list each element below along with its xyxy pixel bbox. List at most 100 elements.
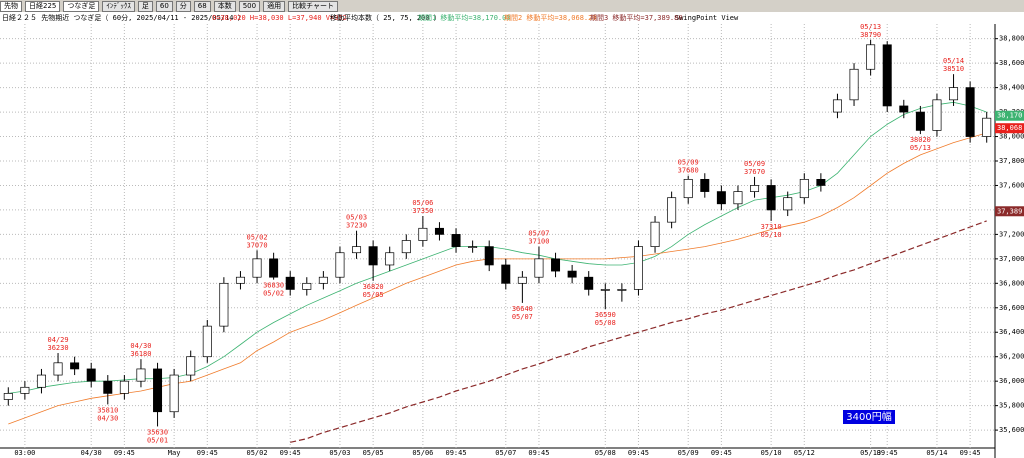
y-tick-label: 37,800 bbox=[999, 157, 1024, 165]
candle-body bbox=[633, 246, 643, 290]
price-tag bbox=[995, 110, 1024, 121]
swing-date: 05/10 bbox=[761, 231, 782, 239]
candle-body bbox=[70, 362, 80, 370]
toolbar-button[interactable]: 60 bbox=[155, 0, 173, 12]
candle-body bbox=[252, 258, 262, 278]
candle-body bbox=[103, 380, 113, 394]
toolbar-button[interactable]: 68 bbox=[193, 0, 211, 12]
candle-body bbox=[335, 252, 345, 278]
candle-body bbox=[600, 289, 610, 291]
toolbar-button[interactable]: 本数 bbox=[213, 0, 236, 12]
swing-date: 05/01 bbox=[147, 436, 168, 444]
x-tick-label: 03:00 bbox=[14, 449, 35, 457]
swing-date: 05/03 bbox=[346, 214, 367, 222]
candle-body bbox=[269, 258, 279, 278]
candle-body bbox=[766, 185, 776, 211]
swing-date: 05/09 bbox=[744, 160, 765, 168]
candle-body bbox=[517, 276, 527, 284]
candle-body bbox=[899, 105, 909, 113]
swing-price: 38790 bbox=[860, 31, 881, 39]
y-tick-label: 37,600 bbox=[999, 181, 1024, 189]
candle-body bbox=[832, 99, 842, 113]
x-tick-label: 05/08 bbox=[595, 449, 616, 457]
range-box bbox=[843, 410, 895, 424]
swing-price: 38510 bbox=[943, 65, 964, 73]
candle-body bbox=[53, 362, 63, 376]
candle-body bbox=[683, 178, 693, 199]
y-tick-label: 38,400 bbox=[999, 84, 1024, 92]
candle-body bbox=[235, 276, 245, 284]
candle-body bbox=[584, 276, 594, 290]
swing-price: 36640 bbox=[512, 305, 533, 313]
candle-body bbox=[153, 368, 163, 413]
candle-body bbox=[551, 258, 561, 272]
swing-price: 36820 bbox=[363, 283, 384, 291]
swing-price: 36590 bbox=[595, 311, 616, 319]
toolbar-button[interactable]: 分 bbox=[175, 0, 191, 12]
x-tick-label: 05/09 bbox=[678, 449, 699, 457]
x-tick-label: 05/02 bbox=[247, 449, 268, 457]
swing-date: 05/05 bbox=[363, 291, 384, 299]
swing-price: 38020 bbox=[910, 136, 931, 144]
x-tick-label: 09:45 bbox=[280, 449, 301, 457]
chart-title: 日経２２５ 先物期近 つなぎ足（ 60分, 2025/04/11 - 2025/… bbox=[2, 13, 245, 22]
x-tick-label: 09:45 bbox=[960, 449, 981, 457]
candle-body bbox=[667, 197, 677, 223]
candle-body bbox=[733, 191, 743, 205]
ohlc-info: O=38,020 H=38,030 L=37,940 V=352 bbox=[212, 14, 347, 22]
candle-body bbox=[86, 368, 96, 382]
x-tick-label: 09:45 bbox=[446, 449, 467, 457]
swing-date: 05/02 bbox=[247, 233, 268, 241]
market-select[interactable]: 先物 bbox=[0, 0, 22, 12]
candle-body bbox=[202, 325, 212, 358]
x-tick-label: 09:45 bbox=[528, 449, 549, 457]
swing-date: 05/07 bbox=[528, 230, 549, 238]
candle-body bbox=[36, 374, 46, 388]
candle-body bbox=[783, 197, 793, 211]
view-label: SwingPoint View bbox=[675, 14, 739, 22]
candle-body bbox=[385, 252, 395, 266]
toolbar-button[interactable]: 比較チャート bbox=[288, 0, 339, 12]
swing-price: 37100 bbox=[528, 238, 549, 246]
candle-body bbox=[617, 289, 627, 291]
toolbar-button[interactable]: 500 bbox=[238, 0, 261, 12]
candle-body bbox=[750, 185, 760, 192]
candle-body bbox=[484, 246, 494, 266]
x-tick-label: 05/07 bbox=[495, 449, 516, 457]
candle-body bbox=[849, 68, 859, 101]
candle-body bbox=[318, 276, 328, 284]
candle-body bbox=[219, 282, 229, 327]
x-tick-label: 09:45 bbox=[114, 449, 135, 457]
candle-body bbox=[965, 87, 975, 137]
bar-type-select[interactable]: つなぎ足 bbox=[63, 0, 100, 12]
toolbar-button[interactable]: 足 bbox=[137, 0, 153, 12]
swing-price: 37680 bbox=[678, 167, 699, 175]
toolbar-button[interactable]: ｲﾝﾃﾞｯｸｽ bbox=[102, 0, 135, 12]
swing-price: 37670 bbox=[744, 168, 765, 176]
x-tick-label: 09:45 bbox=[197, 449, 218, 457]
candle-body bbox=[816, 178, 826, 186]
x-tick-label: 05/05 bbox=[363, 449, 384, 457]
candle-body bbox=[468, 246, 478, 248]
price-tag-label: 38,068 bbox=[997, 124, 1022, 132]
y-tick-label: 38,800 bbox=[999, 35, 1024, 43]
swing-date: 05/07 bbox=[512, 313, 533, 321]
swing-date: 05/06 bbox=[412, 199, 433, 207]
y-tick-label: 36,800 bbox=[999, 279, 1024, 287]
y-tick-label: 36,600 bbox=[999, 304, 1024, 312]
ma-info: 移動平均本数（ 25, 75, 200 ） bbox=[330, 13, 441, 22]
swing-price: 36230 bbox=[48, 344, 69, 352]
candle-body bbox=[700, 178, 710, 192]
y-tick-label: 36,400 bbox=[999, 328, 1024, 336]
price-tag bbox=[995, 123, 1024, 134]
symbol-select[interactable]: 日経225 bbox=[25, 0, 61, 12]
candle-body bbox=[285, 276, 295, 290]
legend-entry: 期間1 移動平均=38,170.00 bbox=[418, 13, 511, 22]
swing-price: 35630 bbox=[147, 428, 168, 436]
range-box-label: 3400円幅 bbox=[846, 410, 891, 423]
candle-body bbox=[866, 44, 876, 70]
toolbar-button[interactable]: 適用 bbox=[263, 0, 286, 12]
candle-body bbox=[20, 386, 30, 394]
x-tick-label: 05/03 bbox=[329, 449, 350, 457]
